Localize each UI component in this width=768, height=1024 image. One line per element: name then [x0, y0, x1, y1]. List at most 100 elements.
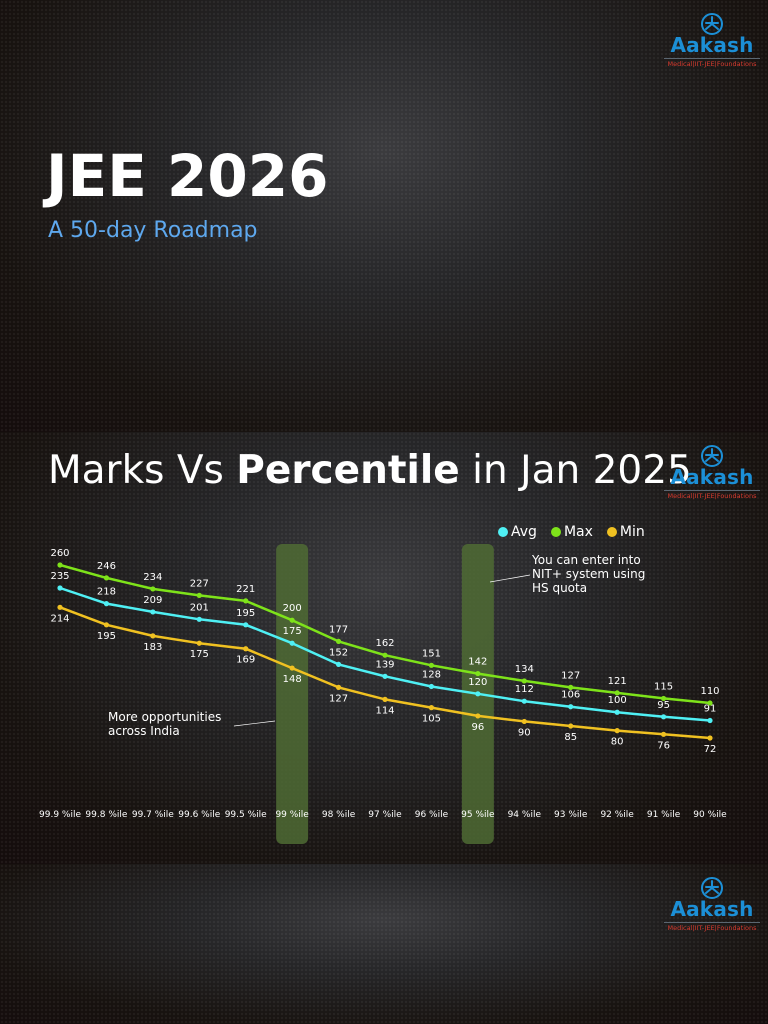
data-label-max: 115 [654, 681, 673, 692]
data-point-max [335, 638, 342, 644]
legend-min-label: Min [619, 524, 645, 540]
data-label-max: 200 [283, 603, 302, 614]
data-label-max: 151 [422, 648, 441, 659]
data-point-max [196, 592, 202, 598]
legend-item-avg: Avg [498, 524, 537, 540]
data-label-max: 227 [190, 578, 209, 589]
data-point-avg [382, 673, 388, 679]
legend-avg-dot-icon [498, 527, 508, 537]
aakash-emblem-icon [701, 877, 723, 899]
data-point-max [521, 678, 527, 684]
data-label-min: 85 [564, 732, 577, 743]
legend-avg-label: Avg [511, 524, 537, 540]
marks-percentile-chart: 235 218 209 201 195 175 152 139 128 120 112 106 100 9… [39, 544, 727, 844]
data-label-min: 80 [611, 737, 624, 748]
data-point-min [382, 696, 388, 702]
next-slide: Aakash Medical|IIT-JEE|Foundations [0, 864, 768, 1024]
x-tick-label: 95 %ile [461, 810, 495, 820]
data-label-min: 96 [471, 722, 484, 733]
data-point-min [521, 718, 527, 725]
x-tick-label: 99.7 %ile [132, 810, 174, 820]
data-label-min: 183 [143, 642, 162, 653]
x-tick-label: 98 %ile [322, 810, 356, 820]
data-label-avg: 106 [561, 690, 580, 701]
x-tick-label: 99.8 %ile [85, 810, 127, 820]
data-point-avg [289, 640, 295, 646]
brand-tagline: Medical|IIT-JEE|Foundations [664, 490, 760, 500]
data-point-min [150, 633, 156, 639]
data-point-min [335, 684, 342, 690]
chart-legend: Avg Max Min [498, 524, 645, 540]
data-label-min: 195 [97, 631, 116, 642]
data-label-avg: 201 [190, 602, 209, 613]
x-tick-label: 96 %ile [415, 810, 449, 820]
chart-heading-prefix: Marks Vs [48, 448, 237, 493]
brand-name: Aakash [670, 465, 754, 489]
x-tick-label: 99.9 %ile [39, 810, 81, 820]
data-label-max: 121 [608, 676, 627, 687]
slide-subtitle: A 50-day Roadmap [48, 218, 258, 243]
data-point-min [614, 728, 620, 734]
data-point-max [428, 662, 435, 668]
data-label-avg: 175 [283, 626, 302, 637]
annotation-right-line1: You can enter into [532, 553, 641, 567]
data-label-avg: 139 [375, 659, 394, 670]
data-point-avg [660, 714, 667, 720]
annotation-more-opportunities: More opportunities across India [108, 710, 221, 738]
data-point-min [660, 731, 667, 737]
aakash-emblem-icon [701, 445, 723, 467]
data-point-avg [521, 698, 527, 704]
data-point-avg [428, 683, 435, 690]
data-label-min: 105 [422, 714, 441, 725]
data-label-avg: 112 [515, 684, 534, 695]
slide-title: JEE 2026 [46, 142, 329, 210]
data-label-avg: 235 [50, 571, 69, 582]
data-label-max: 177 [329, 624, 348, 635]
legend-max-label: Max [563, 524, 593, 540]
data-point-avg [335, 661, 342, 667]
data-label-avg: 209 [143, 595, 162, 606]
data-point-min [196, 640, 202, 646]
data-point-max [568, 684, 574, 690]
data-point-avg [103, 601, 110, 607]
data-point-max [614, 690, 620, 696]
x-tick-label: 90 %ile [693, 810, 727, 820]
aakash-logo: Aakash Medical|IIT-JEE|Foundations [664, 876, 760, 936]
data-label-avg: 100 [608, 695, 627, 706]
aakash-logo: Aakash Medical|IIT-JEE|Foundations [664, 12, 760, 72]
data-point-min [57, 604, 63, 610]
legend-item-min: Min [606, 524, 645, 540]
data-label-avg: 128 [422, 669, 441, 680]
data-label-max: 127 [561, 670, 580, 681]
chart-slide: Aakash Medical|IIT-JEE|Foundations Marks… [0, 432, 768, 864]
data-label-max: 162 [375, 638, 394, 649]
annotation-left-line1: More opportunities [108, 710, 222, 724]
data-label-avg: 152 [329, 647, 348, 658]
data-label-max: 260 [50, 548, 69, 559]
data-point-avg [707, 717, 713, 724]
data-label-min: 169 [236, 655, 255, 666]
aakash-emblem-icon [701, 13, 723, 35]
x-tick-label: 94 %ile [508, 810, 542, 820]
legend-min-dot-icon [606, 527, 617, 537]
data-point-avg [57, 585, 63, 591]
data-label-min: 72 [704, 744, 717, 755]
data-point-max [382, 652, 388, 658]
title-slide: Aakash Medical|IIT-JEE|Foundations JEE 2… [0, 0, 768, 432]
brand-tagline: Medical|IIT-JEE|Foundations [664, 922, 760, 932]
data-point-min [568, 723, 574, 729]
data-label-min: 127 [329, 693, 348, 704]
data-label-min: 114 [375, 705, 394, 716]
data-label-avg: 95 [657, 700, 670, 711]
data-label-avg: 91 [704, 704, 717, 715]
data-point-min [475, 713, 481, 719]
chart-heading: Marks Vs Percentile in Jan 2025 [48, 448, 692, 493]
data-label-min: 90 [518, 727, 531, 738]
brand-tagline: Medical|IIT-JEE|Foundations [664, 58, 760, 68]
data-point-avg [475, 691, 481, 697]
highlight-band-1 [276, 544, 309, 844]
data-point-max [150, 586, 156, 592]
data-point-avg [196, 616, 202, 622]
data-point-max [289, 617, 295, 623]
data-label-min: 76 [657, 740, 670, 751]
